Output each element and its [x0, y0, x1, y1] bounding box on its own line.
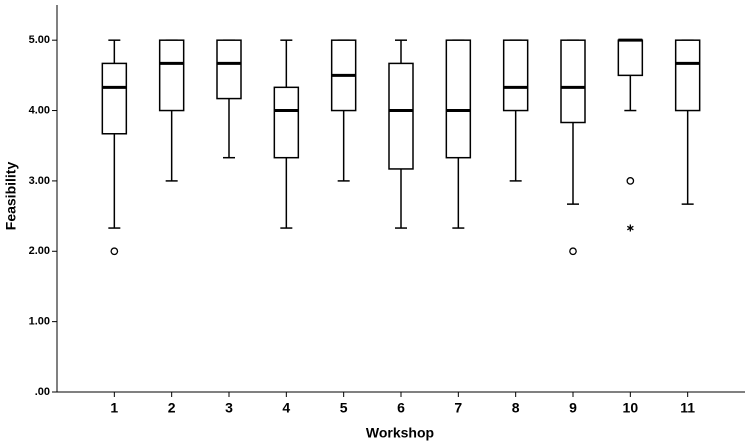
x-tick-label: 11: [680, 400, 695, 416]
x-tick-label: 9: [569, 400, 577, 416]
outlier: [626, 177, 635, 185]
y-tick-label: 5.00: [29, 34, 50, 46]
x-tick-label: 4: [282, 400, 290, 416]
box: [158, 39, 185, 112]
extreme: [626, 224, 634, 232]
y-tick-label: 1.00: [29, 316, 50, 328]
y-tick-label: 3.00: [29, 175, 50, 187]
y-tick-label: 4.00: [29, 104, 50, 116]
box: [216, 39, 242, 100]
x-tick-label: 10: [623, 400, 639, 416]
x-tick-label: 5: [340, 400, 348, 416]
outlier: [569, 247, 577, 256]
box: [273, 86, 300, 159]
box: [674, 39, 701, 112]
outlier: [110, 247, 119, 256]
box: [388, 62, 414, 170]
box: [560, 39, 586, 124]
box: [617, 39, 644, 77]
box: [445, 39, 472, 159]
x-tick-label: 8: [512, 400, 520, 416]
x-tick-label: 2: [168, 400, 176, 416]
x-tick-label: 6: [397, 400, 405, 416]
x-tick-label: 7: [454, 400, 462, 416]
x-tick-label: 1: [110, 400, 118, 416]
x-tick-label: 3: [225, 400, 233, 416]
y-axis-label: Feasibility: [3, 162, 19, 231]
box: [101, 62, 128, 135]
box: [502, 39, 529, 112]
x-axis-label: Workshop: [366, 425, 434, 441]
y-tick-label: .00: [35, 386, 50, 398]
y-tick-label: 2.00: [29, 245, 50, 257]
